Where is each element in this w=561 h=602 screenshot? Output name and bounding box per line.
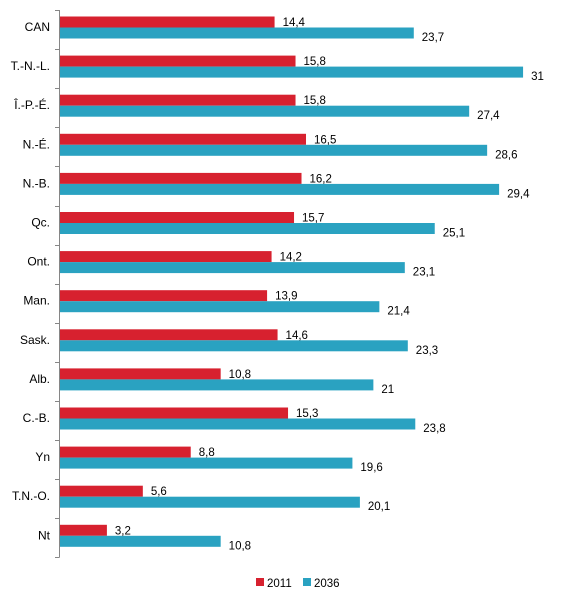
- value-label-2036-nt: 10,8: [229, 540, 251, 552]
- value-label-2036-t-n-o: 20,1: [368, 501, 390, 513]
- value-label-2036-t-n-l: 31: [531, 71, 544, 83]
- bar-2036-t-n-o: [59, 496, 360, 508]
- legend-label-2036: 2036: [314, 578, 340, 590]
- value-label-2036-n-e: 28,6: [495, 149, 517, 161]
- bar-2036-n-b: [59, 183, 500, 195]
- value-label-2036-man: 21,4: [387, 306, 410, 318]
- bar-2011-can: [59, 16, 275, 28]
- category-label-nt: Nt: [38, 528, 51, 542]
- value-label-2011-i-p-e: 15,8: [304, 95, 326, 107]
- bar-2036-qc: [59, 223, 435, 234]
- bar-2036-alb: [59, 379, 374, 391]
- category-label-t-n-l: T.-N.-L.: [11, 59, 50, 73]
- bar-2036-ont: [59, 262, 405, 274]
- value-label-2036-sask: 23,3: [416, 345, 438, 357]
- category-label-alb: Alb.: [29, 372, 50, 386]
- value-label-2036-n-b: 29,4: [507, 188, 530, 200]
- bar-2036-i-p-e: [59, 105, 470, 117]
- legend: 2011 2036: [256, 578, 340, 590]
- bar-2011-n-e: [59, 133, 307, 145]
- value-label-2036-can: 23,7: [422, 32, 444, 44]
- bar-2036-n-e: [59, 144, 488, 156]
- bar-2036-can: [59, 27, 414, 39]
- bar-2011-qc: [59, 212, 295, 223]
- category-label-sask: Sask.: [20, 333, 50, 347]
- value-label-2011-ont: 14,2: [280, 252, 302, 264]
- value-label-2011-c-b: 15,3: [296, 408, 318, 420]
- category-label-t-n-o: T.N.-O.: [12, 489, 50, 503]
- value-label-2011-sask: 14,6: [286, 330, 308, 342]
- category-label-can: CAN: [25, 20, 50, 34]
- bar-2011-t-n-o: [59, 485, 143, 497]
- bar-2036-nt: [59, 535, 221, 547]
- bar-2011-c-b: [59, 407, 289, 419]
- value-label-2011-can: 14,4: [283, 17, 306, 29]
- bar-2036-c-b: [59, 418, 416, 430]
- value-label-2011-t-n-o: 5,6: [151, 486, 167, 498]
- category-label-c-b: C.-B.: [23, 411, 50, 425]
- category-label-man: Man.: [23, 294, 50, 308]
- value-label-2036-i-p-e: 27,4: [477, 110, 500, 122]
- value-label-2036-ont: 23,1: [413, 267, 435, 279]
- category-label-yn: Yn: [35, 450, 50, 464]
- bar-2011-alb: [59, 368, 221, 380]
- value-label-2011-n-b: 16,2: [310, 173, 332, 185]
- bar-2036-t-n-l: [59, 66, 524, 78]
- value-label-2036-yn: 19,6: [360, 462, 382, 474]
- category-label-n-b: N.-B.: [23, 176, 50, 190]
- bar-2036-yn: [59, 457, 353, 469]
- value-label-2011-man: 13,9: [275, 291, 297, 303]
- value-label-2011-nt: 3,2: [115, 525, 131, 537]
- bar-2036-sask: [59, 340, 408, 352]
- bar-2011-i-p-e: [59, 94, 296, 106]
- value-label-2011-t-n-l: 15,8: [304, 56, 326, 68]
- value-label-2036-c-b: 23,8: [423, 423, 445, 435]
- value-label-2011-qc: 15,7: [302, 213, 324, 225]
- value-label-2011-yn: 8,8: [199, 447, 215, 459]
- value-label-2011-alb: 10,8: [229, 369, 251, 381]
- value-label-2036-qc: 25,1: [443, 228, 465, 240]
- bar-2011-sask: [59, 329, 278, 341]
- axis-layer: [55, 10, 60, 558]
- bar-2011-ont: [59, 251, 272, 263]
- bar-2011-yn: [59, 446, 191, 458]
- legend-swatch-2011: [256, 578, 264, 586]
- legend-swatch-2036: [303, 578, 311, 586]
- bar-2036-man: [59, 301, 380, 313]
- bar-2011-t-n-l: [59, 55, 296, 67]
- labels-layer: CAN 14,4 23,7 T.-N.-L. 15,8 31 Î.-P.-É. 15,8 27,…: [11, 17, 544, 552]
- category-label-qc: Qc.: [31, 216, 50, 230]
- category-label-i-p-e: Î.-P.-É.: [13, 97, 50, 112]
- bars-layer: [59, 16, 524, 547]
- value-label-2036-alb: 21: [381, 384, 394, 396]
- bar-2011-nt: [59, 524, 107, 536]
- bar-2011-man: [59, 290, 268, 302]
- category-label-n-e: N.-É.: [23, 136, 50, 151]
- category-label-ont: Ont.: [27, 255, 50, 269]
- legend-label-2011: 2011: [267, 578, 292, 590]
- value-label-2011-n-e: 16,5: [314, 134, 336, 146]
- bar-2011-n-b: [59, 172, 302, 184]
